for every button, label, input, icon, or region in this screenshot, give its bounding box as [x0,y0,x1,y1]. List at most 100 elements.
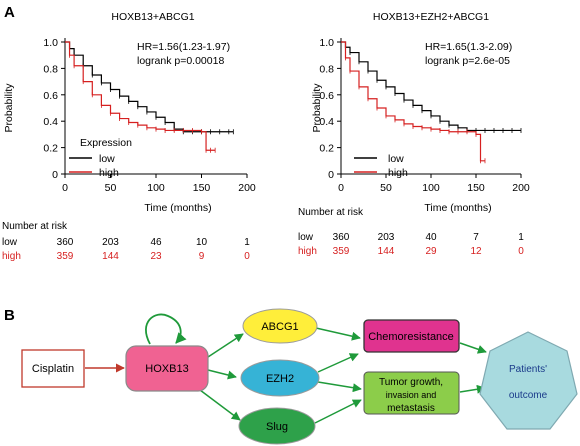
y-tick-label: 1.0 [319,37,334,49]
node-tumor-line-3: metastasis [387,403,435,414]
legend-label-high: high [388,167,408,179]
chart-title: HOXB13+ABCG1 [111,11,194,23]
risk-value-high: 9 [199,251,205,262]
risk-value-high: 0 [244,251,250,262]
y-tick-label: 0 [328,169,334,181]
x-tick-label: 50 [380,182,392,194]
risk-row-label-high: high [298,246,317,257]
risk-value-low: 1 [244,237,250,248]
risk-value-low: 360 [333,232,350,243]
y-tick-label: 0.6 [43,90,58,102]
arrow-ezh2-tumor [317,381,362,393]
x-axis-label: Time (months) [424,202,491,214]
x-tick-label: 150 [467,182,485,194]
pathway-diagram: Cisplatin HOXB13 ABCG1 EZH2 Slug Chemore… [21,308,578,445]
y-tick-label: 0.4 [319,116,334,128]
risk-value-low: 40 [425,232,437,243]
node-chemoresistance-label: Chemoresistance [368,331,454,343]
risk-table-header: Number at risk [298,207,364,218]
km-curve-low [65,41,234,133]
y-tick-label: 0.8 [319,63,334,75]
risk-table: Number at risk low high [298,207,364,257]
arrow-chemoresistance-outcome [459,342,487,354]
y-tick-label: 0.8 [43,63,58,75]
arrow-abcg1-chemoresistance [315,327,361,341]
risk-value-high: 12 [470,246,482,257]
risk-value-high: 144 [378,246,395,257]
y-axis-label: Probability [311,83,323,133]
x-tick-label: 0 [338,182,344,194]
x-tick-label: 100 [147,182,165,194]
node-tumor-line-1: Tumor growth, [379,377,443,388]
risk-value-high: 359 [333,246,350,257]
km-plot-hoxb13-abcg1: HOXB13+ABCG1 HR=1.56(1.23-1.97) logrank … [2,11,256,262]
risk-value-low: 203 [378,232,395,243]
risk-value-high: 23 [150,251,162,262]
arrow-hoxb13-slug [199,389,241,421]
node-tumor-growth: Tumor growth, invasion and metastasis [363,371,460,415]
node-hoxb13: HOXB13 [125,345,209,392]
km-curve-high [65,41,216,151]
arrow-hoxb13-abcg1 [207,333,244,358]
logrank-p-text: logrank p=0.00018 [137,55,224,67]
y-tick-label: 0.6 [319,90,334,102]
panel-b-label: B [4,307,15,324]
risk-value-high: 29 [425,246,437,257]
node-outcome-line-2: outcome [509,390,548,401]
x-tick-label: 0 [62,182,68,194]
node-tumor-line-2: invasion and [386,390,437,400]
y-tick-label: 0.2 [319,143,334,155]
node-ezh2-label: EZH2 [266,373,294,385]
legend: low high [354,153,408,179]
risk-value-low: 1 [518,232,524,243]
x-tick-label: 50 [105,182,117,194]
hazard-ratio-text: HR=1.56(1.23-1.97) [137,41,230,53]
y-tick-label: 0.4 [43,116,58,128]
x-tick-label: 100 [422,182,440,194]
node-ezh2-shape [240,359,320,397]
y-tick-label: 0.2 [43,143,58,155]
risk-value-high: 144 [102,251,119,262]
node-cisplatin-box [21,349,85,388]
node-slug: Slug [238,407,316,445]
y-tick-label: 0 [52,169,58,181]
node-hoxb13-box [125,345,209,392]
node-abcg1-shape [242,308,318,344]
arrow-ezh2-chemoresistance [317,353,359,373]
legend-title: Expression [80,137,132,149]
panel-a-label: A [4,4,15,21]
km-plot-hoxb13-ezh2-abcg1: HOXB13+EZH2+ABCG1 HR=1.65(1.3-2.09) logr… [298,11,530,257]
node-slug-shape [238,407,316,445]
node-cisplatin-label: Cisplatin [32,363,74,375]
x-axis-label: Time (months) [144,202,211,214]
y-axis-label: Probability [3,83,15,133]
node-slug-label: Slug [266,421,288,433]
risk-row-label-low: low [298,232,314,243]
node-chemoresistance-box [363,319,460,353]
risk-value-low: 7 [473,232,479,243]
arrow-hoxb13-self-loop [145,313,187,345]
legend: Expression low high [69,137,132,179]
node-abcg1: ABCG1 [242,308,318,344]
node-outcome-line-1: Patients' [509,364,547,375]
risk-value-low: 203 [102,237,119,248]
risk-value-high: 359 [57,251,74,262]
x-tick-label: 200 [512,182,530,194]
risk-row-label-low: low [2,237,18,248]
y-tick-label: 1.0 [43,37,58,49]
risk-value-low: 10 [196,237,208,248]
legend-label-high: high [99,167,119,179]
node-ezh2: EZH2 [240,359,320,397]
node-cisplatin: Cisplatin [21,349,85,388]
km-curve-high [341,41,485,162]
risk-row-label-high: high [2,251,21,262]
arrow-slug-tumor [314,399,362,424]
risk-value-low: 360 [57,237,74,248]
hazard-ratio-text: HR=1.65(1.3-2.09) [425,41,512,53]
arrow-hoxb13-ezh2 [207,369,237,380]
node-tumor-box [363,371,460,415]
x-tick-label: 150 [193,182,211,194]
chart-title: HOXB13+EZH2+ABCG1 [373,11,489,23]
risk-table: Number at risk low high [2,221,68,262]
